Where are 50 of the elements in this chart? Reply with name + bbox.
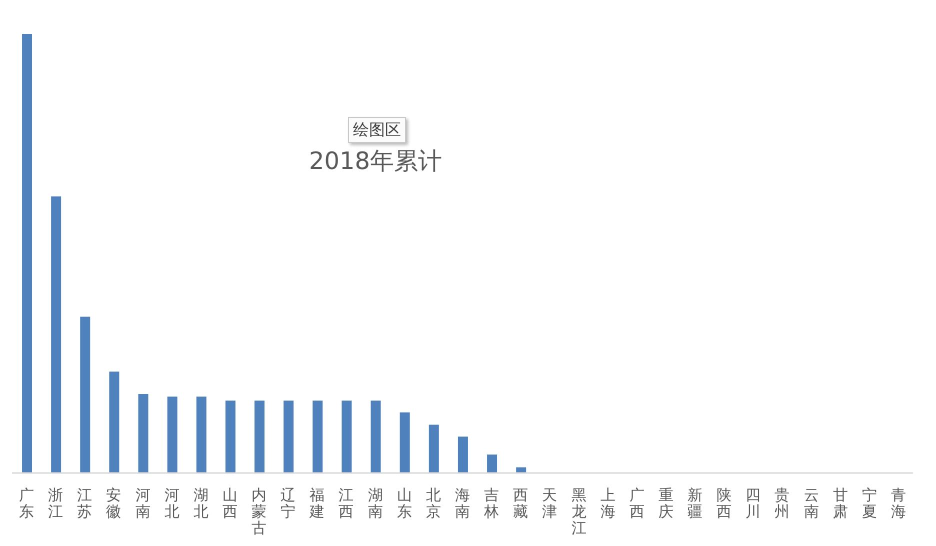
x-tick-label: 西藏 bbox=[513, 486, 528, 520]
x-tick-label: 贵州 bbox=[774, 486, 790, 520]
x-tick-label: 宁夏 bbox=[862, 486, 877, 520]
bar bbox=[400, 412, 410, 473]
bar bbox=[225, 400, 236, 473]
bar bbox=[51, 196, 62, 473]
bar bbox=[109, 372, 120, 473]
bar bbox=[167, 396, 178, 473]
annotation: 绘图区 bbox=[348, 117, 406, 143]
x-tick-label: 天津 bbox=[542, 486, 558, 520]
bar bbox=[342, 400, 352, 473]
x-tick-label: 安徽 bbox=[106, 486, 122, 520]
x-tick-label: 海南 bbox=[455, 486, 470, 520]
x-tick-label: 河北 bbox=[164, 486, 180, 520]
x-tick-label: 吉林 bbox=[483, 486, 500, 520]
x-tick-label: 湖北 bbox=[193, 486, 208, 520]
x-tick-label: 新疆 bbox=[688, 486, 703, 520]
bar bbox=[370, 400, 381, 473]
x-tick-label: 湖南 bbox=[368, 486, 383, 520]
x-tick-label: 山西 bbox=[222, 486, 238, 520]
x-tick-label: 广西 bbox=[629, 486, 644, 520]
x-tick-label: 江苏 bbox=[77, 486, 92, 520]
bar bbox=[80, 316, 90, 473]
x-tick-label: 福建 bbox=[308, 486, 325, 520]
bar bbox=[254, 400, 265, 473]
bar bbox=[458, 436, 468, 473]
x-tick-label: 河南 bbox=[135, 486, 150, 520]
x-tick-label: 云南 bbox=[804, 486, 819, 520]
x-tick-label: 北京 bbox=[426, 486, 441, 520]
bar bbox=[284, 400, 294, 473]
x-tick-label: 内蒙古 bbox=[252, 486, 267, 537]
x-tick-label: 青海 bbox=[890, 486, 906, 520]
x-tick-label: 浙江 bbox=[48, 486, 64, 520]
x-tick-label: 重庆 bbox=[658, 486, 674, 520]
x-tick-label: 四川 bbox=[746, 486, 761, 520]
x-tick-label: 辽宁 bbox=[280, 486, 296, 520]
x-tick-label: 上海 bbox=[600, 486, 616, 520]
x-tick-label: 江西 bbox=[338, 486, 354, 520]
bar bbox=[138, 394, 148, 473]
bar bbox=[487, 454, 498, 473]
x-tick-label: 黑龙江 bbox=[571, 486, 586, 537]
x-tick-label: 山东 bbox=[396, 486, 412, 520]
bar bbox=[428, 424, 439, 473]
text: 2018年累计 bbox=[309, 146, 442, 176]
bar bbox=[312, 400, 323, 473]
bar bbox=[196, 396, 206, 473]
x-tick-label: 甘肃 bbox=[832, 486, 848, 520]
bar bbox=[22, 34, 32, 473]
x-tick-label: 陕西 bbox=[716, 486, 732, 520]
x-tick-label: 广东 bbox=[19, 486, 34, 520]
